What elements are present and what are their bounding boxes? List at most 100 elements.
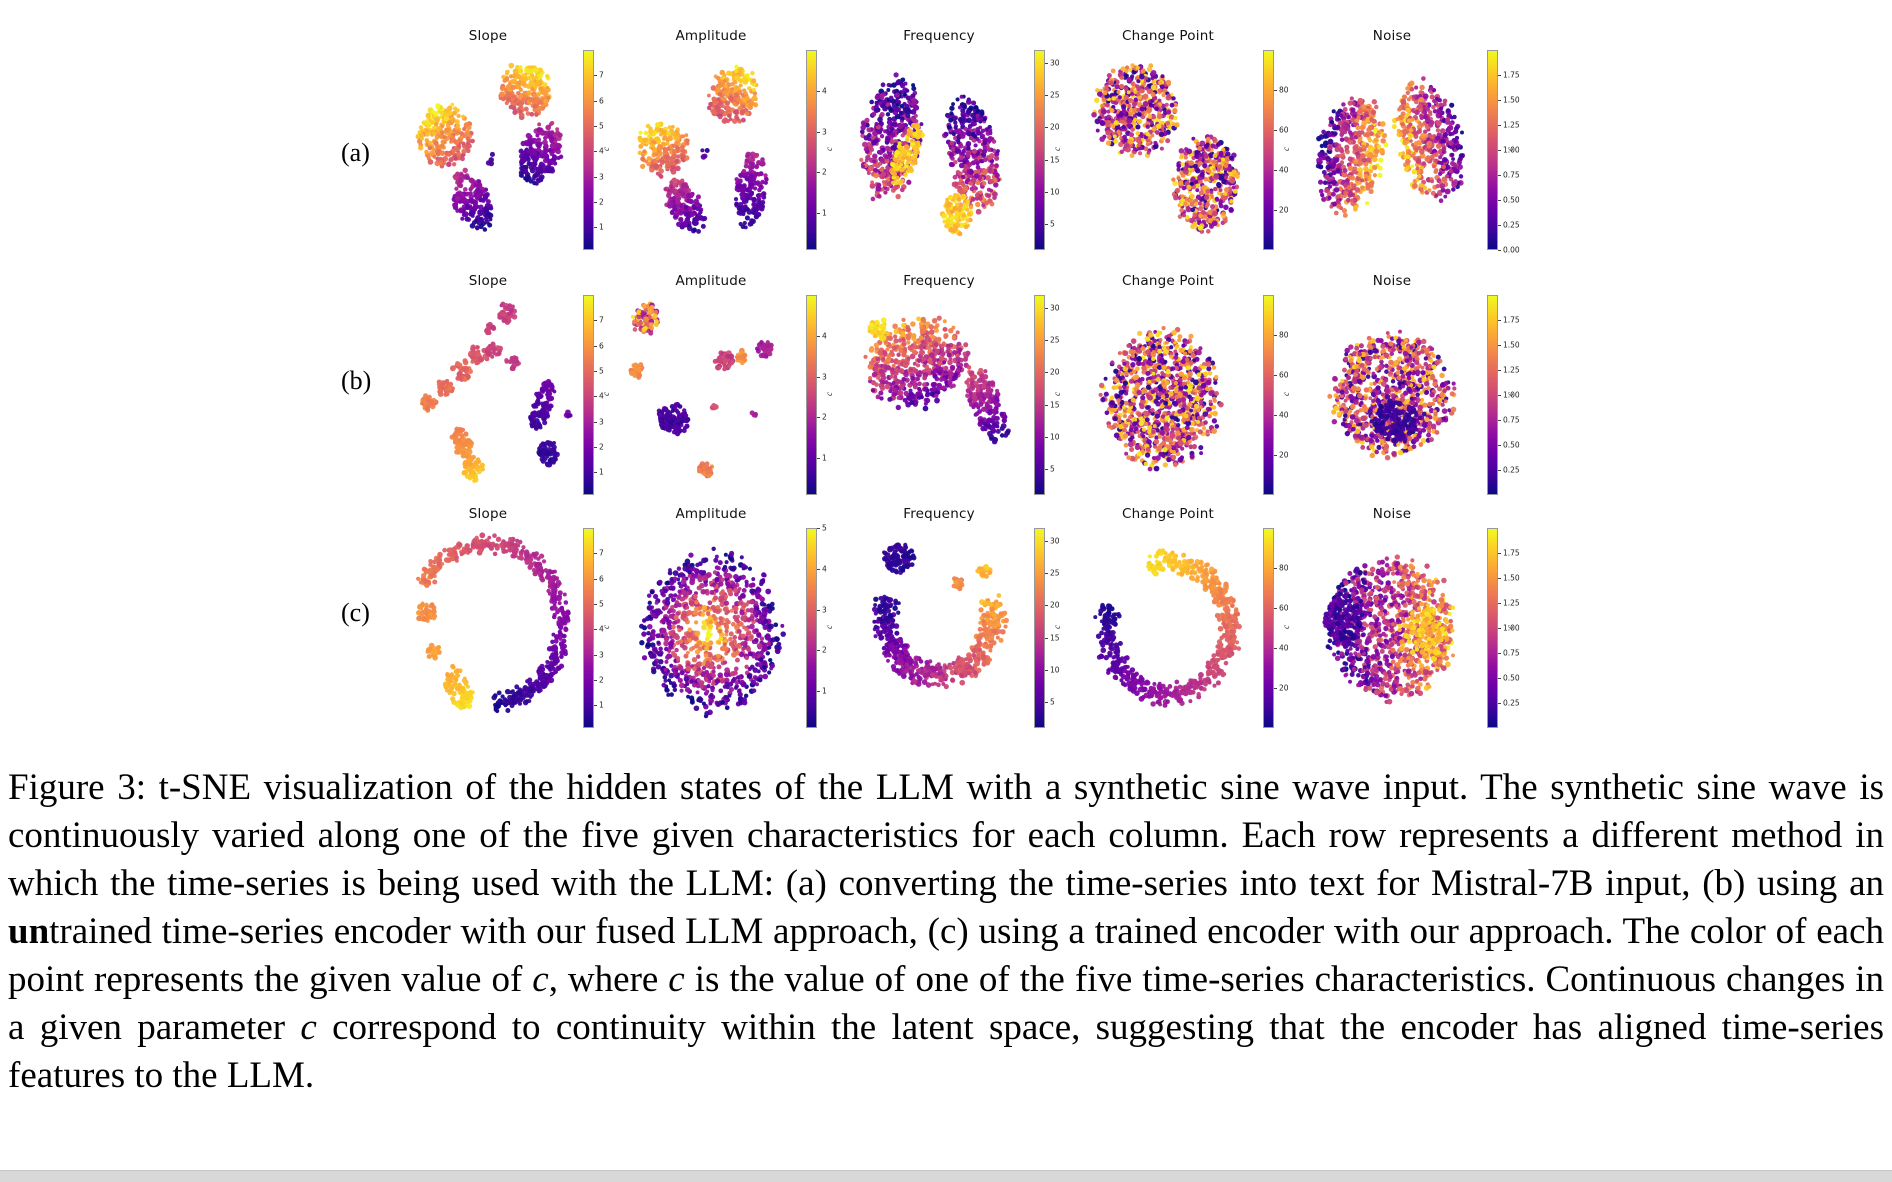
colorbar-tick-mark <box>1274 455 1277 456</box>
panel-title: Noise <box>1372 273 1412 289</box>
colorbar-tick-mark <box>1498 678 1501 679</box>
colorbar <box>1487 50 1498 250</box>
caption-segment: c <box>668 959 685 1000</box>
colorbar-tick-mark <box>1498 703 1501 704</box>
panel-a-amplitude: Amplitude 4 3 2 1 c <box>618 28 862 256</box>
colorbar-tick-mark <box>1274 375 1277 376</box>
colorbar <box>583 295 594 495</box>
colorbar-tick-label: 6 <box>599 574 604 584</box>
colorbar-tick-mark <box>1045 605 1048 607</box>
colorbar-tick-label: 0.50 <box>1503 195 1520 205</box>
colorbar-tick-mark <box>1045 702 1048 704</box>
colorbar-tick-label: 60 <box>1279 125 1289 135</box>
colorbar <box>1263 50 1274 250</box>
colorbar <box>583 528 594 728</box>
colorbar-axis-label: c <box>1281 625 1291 629</box>
colorbar-tick-mark <box>1045 436 1048 438</box>
panel-b-noise: Noise 1.75 1.50 1.25 1.00 0.75 0.50 0.25 c <box>1299 273 1543 501</box>
colorbar-tick-label: 1.25 <box>1503 365 1520 375</box>
colorbar-tick-label: 0.25 <box>1503 698 1520 708</box>
colorbar-tick-mark <box>1498 603 1501 604</box>
colorbar-tick-label: 1.00 <box>1503 390 1520 400</box>
colorbar-tick-label: 20 <box>1279 205 1289 215</box>
colorbar-tick-mark <box>817 335 820 337</box>
colorbar-tick-label: 3 <box>822 605 827 615</box>
colorbar-tick-mark <box>1498 200 1501 201</box>
colorbar-axis-label: c <box>1052 392 1062 396</box>
panel-title: Frequency <box>903 28 975 44</box>
colorbar-tick-mark <box>1045 573 1048 575</box>
tsne-scatter-c-noise <box>1299 528 1485 728</box>
panel-title: Slope <box>468 506 508 522</box>
colorbar-tick-mark <box>1045 95 1048 97</box>
colorbar-tick-mark <box>594 151 597 153</box>
colorbar-tick-mark <box>1498 628 1501 629</box>
panel-title: Change Point <box>1122 28 1214 44</box>
colorbar-axis-label: c <box>601 392 611 396</box>
colorbar-tick-mark <box>1498 100 1501 101</box>
colorbar-tick-mark <box>1498 175 1501 176</box>
colorbar-tick-label: 2 <box>822 167 827 177</box>
panel-a-noise: Noise 1.75 1.50 1.25 1.00 0.75 0.50 0.25 0.00 c <box>1299 28 1543 256</box>
colorbar-tick-mark <box>1274 170 1277 171</box>
colorbar-tick-mark <box>594 578 597 580</box>
colorbar-axis-label: c <box>1052 147 1062 151</box>
colorbar-tick-mark <box>1045 372 1048 374</box>
colorbar <box>1487 295 1498 495</box>
colorbar-tick-label: 2 <box>822 645 827 655</box>
colorbar-tick-mark <box>1274 568 1277 569</box>
colorbar-tick-label: 25 <box>1050 568 1060 578</box>
colorbar <box>1034 295 1045 495</box>
colorbar <box>1034 50 1045 250</box>
panel-b-change-point: Change Point 80 60 40 20 c <box>1075 273 1319 501</box>
colorbar-axis-label: c <box>1505 625 1515 629</box>
colorbar-tick-label: 1 <box>599 222 604 232</box>
caption-segment: c <box>532 959 549 1000</box>
panel-title: Noise <box>1372 506 1412 522</box>
panel-title: Slope <box>468 273 508 289</box>
colorbar-tick-label: 15 <box>1050 633 1060 643</box>
colorbar-tick-label: 60 <box>1279 603 1289 613</box>
colorbar-tick-label: 4 <box>822 86 827 96</box>
colorbar-tick-mark <box>817 609 820 611</box>
colorbar-tick-label: 1.00 <box>1503 145 1520 155</box>
colorbar-tick-label: 1.75 <box>1503 548 1520 558</box>
panel-b-amplitude: Amplitude 4 3 2 1 c <box>618 273 862 501</box>
colorbar-tick-mark <box>594 100 597 102</box>
tsne-scatter-b-slope <box>395 295 581 495</box>
colorbar-tick-mark <box>1045 404 1048 406</box>
colorbar-tick-mark <box>1498 345 1501 346</box>
colorbar-tick-label: 1 <box>599 467 604 477</box>
colorbar-axis-label: c <box>601 147 611 151</box>
colorbar-tick-mark <box>817 528 820 529</box>
colorbar-tick-mark <box>594 553 597 555</box>
colorbar-tick-mark <box>1274 688 1277 689</box>
colorbar-tick-label: 6 <box>599 96 604 106</box>
colorbar-axis-label: c <box>1281 147 1291 151</box>
tsne-scatter-a-noise <box>1299 50 1485 250</box>
panel-c-frequency: Frequency 30 25 20 15 10 5 c <box>846 506 1090 734</box>
colorbar-tick-mark <box>1045 224 1048 226</box>
colorbar-axis-label: c <box>824 147 834 151</box>
colorbar-tick-mark <box>594 370 597 372</box>
colorbar-tick-mark <box>1045 637 1048 639</box>
colorbar-tick-mark <box>1498 150 1501 151</box>
colorbar-tick-label: 1 <box>822 686 827 696</box>
colorbar-axis-label: c <box>1052 625 1062 629</box>
colorbar-tick-label: 1 <box>599 700 604 710</box>
tsne-scatter-a-slope <box>395 50 581 250</box>
colorbar-tick-label: 1.25 <box>1503 598 1520 608</box>
colorbar-tick-mark <box>1045 340 1048 342</box>
colorbar-tick-mark <box>1045 540 1048 542</box>
panel-title: Change Point <box>1122 506 1214 522</box>
colorbar <box>1487 528 1498 728</box>
caption-segment: Figure 3: t-SNE visualization of the hid… <box>8 767 1884 904</box>
panel-title: Amplitude <box>675 28 747 44</box>
colorbar-tick-label: 0.75 <box>1503 170 1520 180</box>
colorbar-tick-label: 60 <box>1279 370 1289 380</box>
colorbar-tick-mark <box>1045 62 1048 64</box>
colorbar-tick-mark <box>594 446 597 448</box>
colorbar <box>806 295 817 495</box>
colorbar-tick-mark <box>594 679 597 681</box>
colorbar-tick-label: 10 <box>1050 665 1060 675</box>
